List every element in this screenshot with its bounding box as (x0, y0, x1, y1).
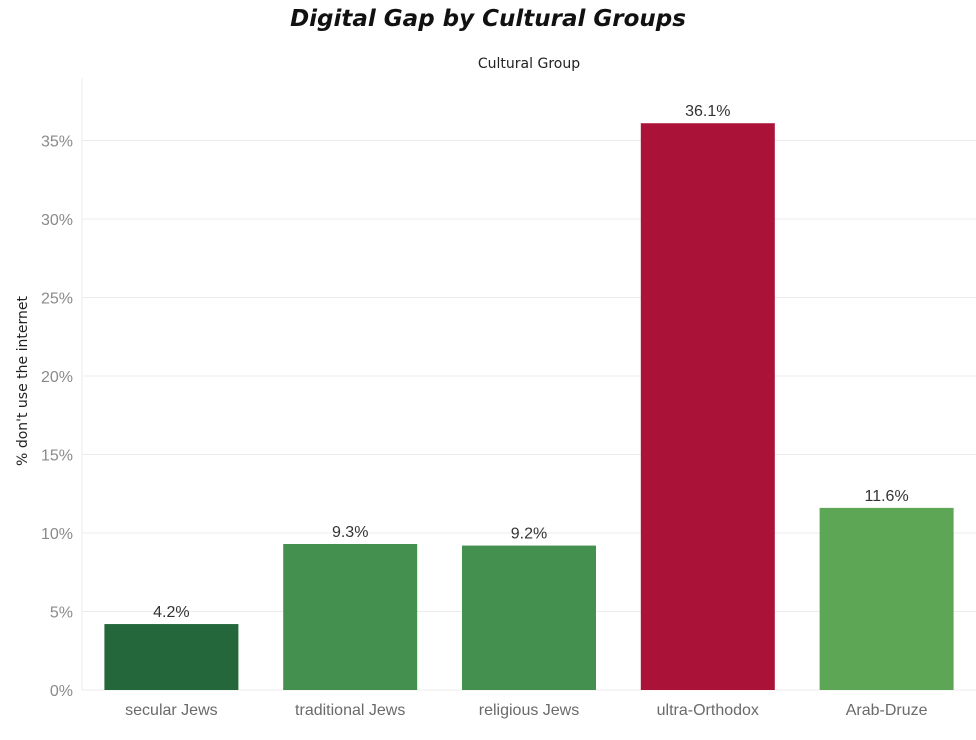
y-tick-label: 0% (50, 683, 73, 700)
x-category-label: secular Jews (125, 702, 217, 719)
y-tick-label: 20% (41, 369, 73, 386)
chart-title: Digital Gap by Cultural Groups (290, 6, 686, 32)
data-label: 9.3% (332, 524, 368, 541)
bar (462, 545, 596, 690)
data-label: 36.1% (685, 103, 730, 120)
y-tick-label: 25% (41, 291, 73, 308)
bar (819, 507, 954, 690)
bar (640, 123, 775, 691)
data-label: 9.2% (511, 526, 547, 543)
y-tick-label: 10% (41, 526, 73, 543)
y-tick-label: 15% (41, 448, 73, 465)
bar (283, 543, 418, 690)
x-category-label: traditional Jews (295, 702, 405, 719)
data-label: 11.6% (865, 488, 909, 505)
y-axis-title: % don't use the internet (15, 296, 31, 466)
bars (104, 123, 954, 691)
data-label: 4.2% (153, 604, 189, 621)
y-tick-label: 30% (41, 212, 73, 229)
y-tick-label: 5% (50, 605, 73, 622)
labels: 0% 5% 10% 15% 20% 25% 30% 35% 4.2% secular Jews 9.… (41, 103, 928, 719)
column-header: Cultural Group (478, 56, 580, 72)
bar (104, 624, 239, 690)
x-category-label: religious Jews (479, 702, 579, 719)
x-category-label: Arab-Druze (846, 702, 928, 719)
y-tick-label: 35% (41, 134, 73, 151)
x-category-label: ultra-Orthodox (657, 702, 759, 719)
